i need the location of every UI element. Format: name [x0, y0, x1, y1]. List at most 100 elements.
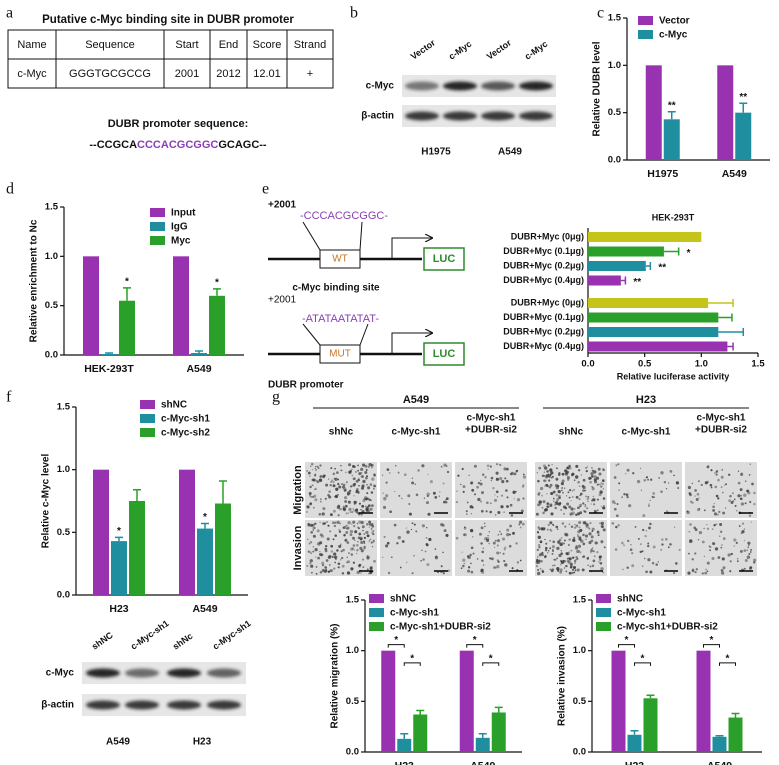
cell-dot	[691, 558, 694, 561]
cell-dot	[366, 523, 369, 526]
cell-dot	[561, 487, 563, 489]
cell-dot	[587, 495, 590, 498]
bar	[475, 737, 490, 752]
bar	[588, 232, 702, 242]
cell-dot	[338, 566, 341, 569]
cell-dot	[541, 506, 544, 509]
cell-dot	[747, 546, 749, 549]
cell-dot	[585, 467, 587, 469]
cell-dot	[350, 547, 354, 551]
cell-dot	[753, 491, 756, 495]
cell-dot	[743, 539, 746, 542]
cell-dot	[544, 527, 546, 529]
cell-dot	[543, 479, 547, 483]
cell-dot	[689, 539, 693, 543]
cell-dot	[385, 494, 389, 498]
bar	[397, 738, 412, 752]
cell-dot	[710, 469, 713, 472]
legend-label: shNC	[617, 594, 643, 605]
legend-swatch	[596, 622, 611, 631]
construct-label: +2001	[268, 200, 297, 211]
cell-dot	[370, 499, 373, 502]
cell-dot	[313, 494, 317, 498]
condition-label: +DUBR-si2	[695, 425, 747, 436]
cell-dot	[535, 564, 539, 568]
cell-dot	[316, 529, 320, 533]
cell-dot	[541, 569, 544, 572]
cell-dot	[689, 540, 693, 543]
cell-dot	[473, 493, 477, 496]
cell-dot	[557, 540, 561, 544]
significance-label: *	[394, 635, 398, 646]
cell-dot	[463, 562, 466, 565]
protein-label: β-actin	[361, 111, 394, 122]
cell-dot	[386, 541, 390, 545]
cell-dot	[572, 538, 576, 543]
cell-dot	[636, 479, 641, 484]
cell-dot	[351, 523, 353, 525]
cell-dot	[511, 567, 514, 570]
significance-label: *	[625, 635, 629, 646]
cell-dot	[541, 474, 545, 478]
error-bar	[667, 110, 676, 120]
cell-dot	[543, 471, 546, 473]
cell-dot	[557, 502, 561, 506]
cell-dot	[688, 492, 692, 495]
cell-dot	[368, 541, 370, 543]
blot-band	[125, 668, 159, 678]
cell-dot	[318, 513, 322, 516]
cell-dot	[352, 520, 356, 524]
legend-label: c-Myc-sh1+DUBR-si2	[390, 622, 491, 633]
cell-dot	[595, 476, 600, 480]
cell-dot	[582, 533, 585, 537]
cell-dot	[554, 501, 557, 504]
cell-dot	[353, 482, 356, 486]
legend-swatch	[596, 608, 611, 617]
cell-dot	[389, 510, 392, 514]
legend-label: c-Myc-sh1	[390, 608, 439, 619]
cell-dot	[334, 534, 337, 537]
cell-dot	[370, 491, 374, 494]
cell-dot	[317, 542, 321, 546]
cell-dot	[734, 498, 736, 501]
cell-dot	[568, 557, 572, 561]
bar	[696, 650, 711, 752]
cell-dot	[414, 483, 417, 485]
cell-dot	[310, 465, 312, 467]
cell-dot	[598, 555, 602, 559]
cell-dot	[740, 532, 743, 535]
luc-box	[423, 247, 465, 271]
cell-dot	[498, 463, 502, 467]
cell-dot	[743, 549, 747, 552]
bar	[459, 650, 474, 752]
cell-dot	[460, 567, 463, 570]
cell-dot	[747, 491, 751, 495]
error-bar	[727, 342, 734, 351]
cell-dot	[365, 475, 369, 478]
cell-dot	[729, 570, 732, 573]
cell-dot	[573, 526, 577, 529]
cell-dot	[456, 490, 458, 492]
x-tick-label: H23	[109, 603, 128, 615]
cell-dot	[336, 520, 340, 525]
cell-dot	[356, 511, 359, 515]
cell-dot	[481, 550, 484, 554]
cell-dot	[363, 533, 366, 535]
cell-dot	[355, 489, 359, 493]
panel-label: g	[272, 389, 280, 406]
cell-dot	[703, 509, 706, 512]
cell-dot	[711, 528, 714, 530]
cell-dot	[618, 482, 621, 485]
cell-dot	[600, 540, 604, 544]
y-tick-label: 0.0	[346, 747, 359, 758]
cell-dot	[566, 466, 570, 470]
y-tick-label: DUBR+Myc (0.2μg)	[503, 260, 584, 270]
cell-dot	[329, 564, 331, 566]
y-tick-label: 1.5	[57, 402, 71, 413]
cell-dot	[521, 485, 525, 488]
cell-dot	[589, 481, 592, 484]
cell-dot	[434, 496, 438, 499]
cell-dot	[593, 509, 596, 512]
cell-dot	[492, 541, 496, 545]
y-tick-label: 1.5	[346, 595, 360, 606]
